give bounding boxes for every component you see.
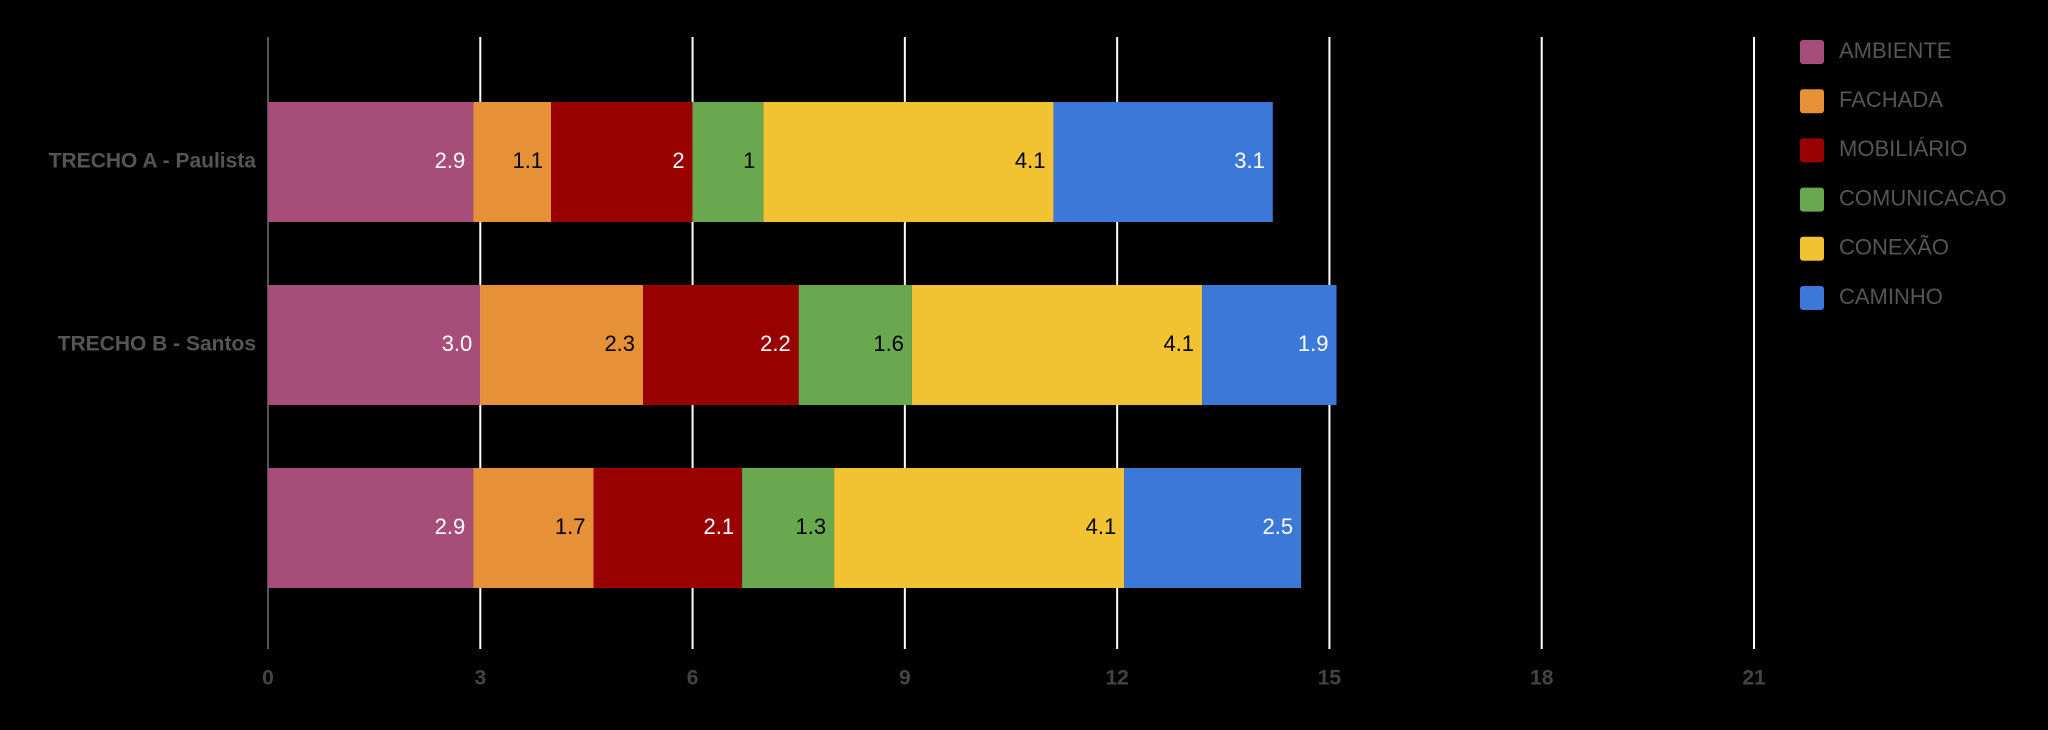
bar-segment: [742, 468, 835, 588]
data-label: 2.9: [435, 148, 466, 173]
bar-segment: [763, 102, 1054, 222]
data-label: 1.3: [796, 514, 827, 539]
bar-segment: [268, 285, 481, 405]
legend-label: FACHADA: [1839, 87, 1943, 112]
x-tick-label: 12: [1105, 667, 1128, 690]
legend-swatch: [1800, 89, 1824, 114]
x-tick-label: 18: [1530, 667, 1554, 690]
bar-segment: [1124, 468, 1302, 588]
bar-segment: [593, 468, 743, 588]
bar-segment: [911, 285, 1203, 405]
category-label: TRECHO B - Santos: [58, 333, 256, 356]
bar-segment: [268, 102, 474, 222]
legend-swatch: [1800, 286, 1824, 310]
legend-swatch: [1800, 187, 1824, 212]
data-label: 3.0: [442, 331, 473, 356]
bar-segment: [473, 102, 552, 222]
data-label: 1.7: [555, 514, 586, 539]
data-label: 4.1: [1086, 514, 1117, 539]
data-label: 1.9: [1298, 331, 1329, 356]
bar-segment: [1202, 285, 1337, 405]
bar-segment: [1053, 102, 1273, 222]
data-label: 3.1: [1234, 148, 1265, 173]
bar-segment: [834, 468, 1125, 588]
bar-segment: [643, 285, 799, 405]
x-tick-label: 6: [687, 667, 699, 690]
x-tick-label: 3: [474, 667, 486, 690]
bar-segment: [480, 285, 644, 405]
data-label: 4.1: [1015, 148, 1046, 173]
legend-swatch: [1800, 138, 1824, 163]
legend-label: COMUNICACAO: [1839, 185, 2006, 210]
data-label: 2: [672, 148, 684, 173]
data-label: 4.1: [1163, 331, 1194, 356]
bar-segment: [798, 285, 912, 405]
data-label: 2.3: [604, 331, 635, 356]
legend-label: CAMINHO: [1839, 284, 1943, 309]
data-label: 2.9: [435, 514, 466, 539]
data-label: 2.1: [704, 514, 735, 539]
x-tick-label: 21: [1742, 667, 1766, 690]
legend-label: MOBILIÁRIO: [1839, 136, 1967, 161]
category-label: TRECHO A - Paulista: [49, 150, 257, 173]
legend-swatch: [1800, 236, 1824, 261]
x-tick-label: 15: [1318, 667, 1342, 690]
bar-segment: [473, 468, 594, 588]
data-label: 2.2: [760, 331, 791, 356]
x-tick-label: 9: [899, 667, 911, 690]
x-tick-label: 0: [262, 667, 274, 690]
data-label: 1.1: [512, 148, 543, 173]
legend-label: AMBIENTE: [1839, 38, 1951, 63]
bar-segment: [692, 102, 764, 222]
bar-segment: [268, 468, 474, 588]
data-label: 1: [743, 148, 755, 173]
bar-segment: [551, 102, 693, 222]
legend-label: CONEXÃO: [1839, 235, 1949, 260]
legend-swatch: [1800, 40, 1824, 64]
data-label: 1.6: [873, 331, 904, 356]
data-label: 2.5: [1263, 514, 1294, 539]
